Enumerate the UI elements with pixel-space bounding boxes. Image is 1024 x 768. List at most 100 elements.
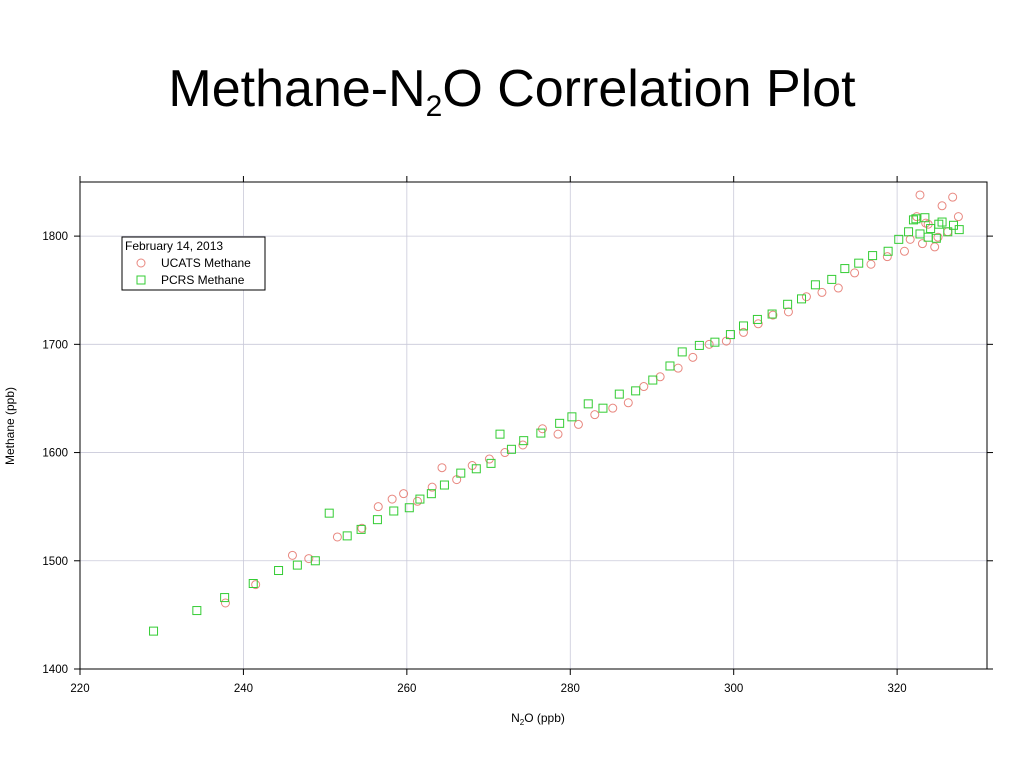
pcrs-point <box>854 258 864 268</box>
ucats-point <box>704 339 714 349</box>
ucats-point <box>673 363 683 373</box>
pcrs-point <box>665 361 675 371</box>
pcrs-point <box>342 531 352 541</box>
pcrs-point <box>648 375 658 385</box>
y-tick-label: 1500 <box>42 556 68 568</box>
ucats-point <box>251 580 261 590</box>
ucats-point <box>304 554 314 564</box>
pcrs-point <box>943 227 953 237</box>
pcrs-point <box>694 340 704 350</box>
legend-pcrs-label: PCRS Methane <box>161 273 245 287</box>
ucats-point <box>553 429 563 439</box>
pcrs-point <box>840 264 850 274</box>
pcrs-point <box>894 234 904 244</box>
pcrs-point <box>810 280 820 290</box>
pcrs-point <box>738 321 748 331</box>
pcrs-point <box>495 429 505 439</box>
ucats-point <box>899 246 909 256</box>
ucats-point <box>357 523 367 533</box>
ucats-point <box>833 283 843 293</box>
slide-title: Methane-N2O Correlation Plot <box>168 60 856 123</box>
pcrs-point <box>915 229 925 239</box>
pcrs-point <box>725 330 735 340</box>
pcrs-point <box>937 217 947 227</box>
pcrs-point <box>519 436 529 446</box>
ucats-point <box>332 532 342 542</box>
ucats-point <box>850 268 860 278</box>
ucats-point <box>437 463 447 473</box>
ucats-point <box>783 307 793 317</box>
pcrs-point <box>292 560 302 570</box>
pcrs-point <box>797 294 807 304</box>
pcrs-point <box>908 215 918 225</box>
pcrs-point <box>456 468 466 478</box>
pcrs-point <box>149 626 159 636</box>
ucats-point <box>387 494 397 504</box>
ucats-point <box>953 212 963 222</box>
ucats-point <box>768 310 778 320</box>
ucats-point <box>655 372 665 382</box>
pcrs-point <box>752 314 762 324</box>
x-tick-label: 280 <box>561 683 580 695</box>
y-axis-title: Methane (ppb) <box>3 387 17 465</box>
legend-ucats-marker <box>136 258 146 268</box>
legend-title: February 14, 2013 <box>125 239 223 253</box>
ucats-point <box>738 327 748 337</box>
pcrs-point <box>274 566 284 576</box>
pcrs-point <box>883 246 893 256</box>
series-pcrs-points <box>149 213 964 636</box>
ucats-point <box>500 448 510 458</box>
x-axis-title: N2O (ppb) <box>511 711 565 727</box>
plot-frame <box>79 181 988 670</box>
ucats-point <box>608 403 618 413</box>
pcrs-point <box>868 251 878 261</box>
pcrs-point <box>389 506 399 516</box>
y-tick-label: 1600 <box>42 448 68 460</box>
pcrs-point <box>904 227 914 237</box>
pcrs-point <box>954 225 964 235</box>
pcrs-point <box>767 309 777 319</box>
ucats-point <box>220 598 230 608</box>
x-tick-label: 300 <box>724 683 743 695</box>
x-tick-label: 240 <box>234 683 253 695</box>
pcrs-point <box>471 464 481 474</box>
pcrs-point <box>555 418 565 428</box>
pcrs-point <box>415 494 425 504</box>
pcrs-point <box>598 403 608 413</box>
legend: February 14, 2013 UCATS Methane PCRS Met… <box>121 236 266 291</box>
pcrs-point <box>439 480 449 490</box>
ucats-point <box>917 239 927 249</box>
pcrs-point <box>920 213 930 223</box>
axis-ticks: 220 240 260 280 300 320 1400 1500 1600 1700 1800 <box>42 176 993 695</box>
series-ucats-points <box>220 190 963 608</box>
x-tick-label: 320 <box>888 683 907 695</box>
pcrs-point <box>567 412 577 422</box>
ucats-point <box>915 190 925 200</box>
pcrs-point <box>934 219 944 229</box>
y-tick-label: 1800 <box>42 231 68 243</box>
pcrs-point <box>710 337 720 347</box>
ucats-point <box>905 234 915 244</box>
pcrs-point <box>220 593 230 603</box>
pcrs-point <box>631 386 641 396</box>
ucats-point <box>882 252 892 262</box>
ucats-point <box>866 259 876 269</box>
pcrs-point <box>486 458 496 468</box>
pcrs-point <box>536 428 546 438</box>
ucats-point <box>623 398 633 408</box>
ucats-point <box>937 201 947 211</box>
ucats-point <box>573 419 583 429</box>
ucats-point <box>817 287 827 297</box>
ucats-point <box>930 242 940 252</box>
ucats-point <box>948 192 958 202</box>
pcrs-point <box>614 389 624 399</box>
ucats-point <box>399 489 409 499</box>
ucats-point <box>933 232 943 242</box>
ucats-point <box>801 292 811 302</box>
pcrs-point <box>426 489 436 499</box>
ucats-point <box>590 410 600 420</box>
pcrs-point <box>506 444 516 454</box>
pcrs-point <box>324 508 334 518</box>
x-tick-label: 220 <box>70 683 89 695</box>
